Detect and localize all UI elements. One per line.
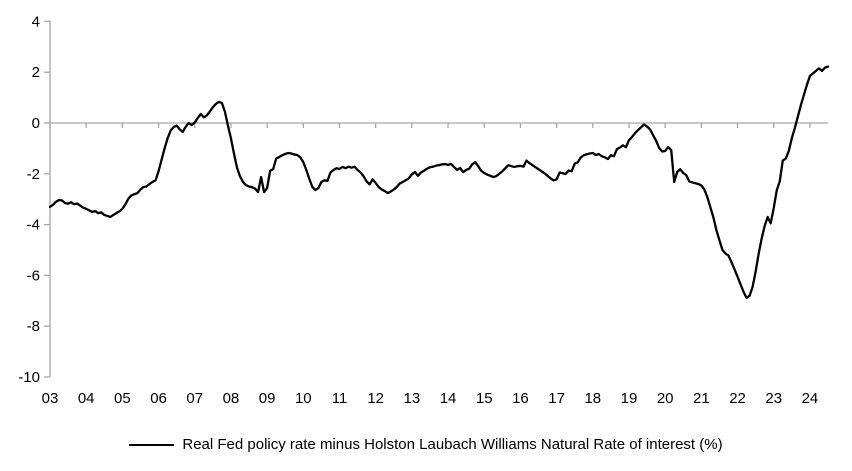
- series-line: [48, 65, 830, 300]
- y-axis-label: 4: [32, 13, 40, 30]
- y-axis-label: -2: [27, 166, 40, 183]
- y-axis-label: -10: [18, 369, 40, 386]
- legend-label: Real Fed policy rate minus Holston Lauba…: [182, 436, 723, 453]
- x-axis-label: 15: [476, 390, 493, 407]
- x-axis-label: 05: [114, 390, 131, 407]
- y-axis-label: -8: [27, 318, 40, 335]
- x-axis-label: 04: [78, 390, 95, 407]
- x-axis-label: 10: [295, 390, 312, 407]
- x-axis-label: 03: [42, 390, 59, 407]
- x-axis-label: 13: [404, 390, 421, 407]
- y-axis-label: 0: [32, 115, 40, 132]
- x-axis-label: 22: [729, 390, 746, 407]
- y-axis-label: 2: [32, 64, 40, 81]
- x-axis-label: 12: [367, 390, 384, 407]
- x-axis-label: 08: [223, 390, 240, 407]
- x-axis-label: 16: [512, 390, 529, 407]
- x-axis-label: 23: [765, 390, 782, 407]
- x-axis-label: 06: [150, 390, 167, 407]
- x-axis-label: 18: [584, 390, 601, 407]
- x-axis-label: 19: [621, 390, 638, 407]
- legend-line-sample: [129, 443, 175, 446]
- x-axis-label: 14: [440, 390, 457, 407]
- x-axis-label: 09: [259, 390, 276, 407]
- x-axis-label: 20: [657, 390, 674, 407]
- chart-legend: Real Fed policy rate minus Holston Lauba…: [0, 436, 852, 453]
- x-axis-label: 17: [548, 390, 565, 407]
- x-axis-label: 21: [693, 390, 710, 407]
- x-axis-label: 07: [186, 390, 203, 407]
- x-axis-label: 11: [332, 390, 348, 407]
- y-axis-label: -6: [27, 267, 40, 284]
- y-axis-label: -4: [27, 217, 40, 234]
- x-axis-label: 24: [802, 390, 819, 407]
